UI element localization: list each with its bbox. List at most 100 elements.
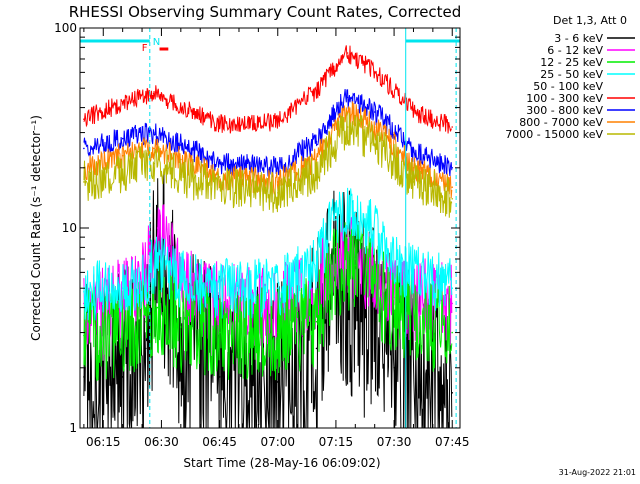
data-point-s3-5 (180, 326, 182, 328)
data-point-s7-11 (451, 167, 454, 169)
data-point-s6-4 (180, 106, 182, 109)
data-point-s6-11 (451, 126, 454, 128)
data-point-s3-12 (451, 331, 454, 334)
series-line-1 (83, 171, 453, 429)
data-point-s6-10 (412, 111, 415, 113)
data-point-s3-1 (83, 334, 85, 337)
data-point-s3-9 (335, 271, 337, 274)
series-line-9 (83, 112, 453, 218)
data-point-s3-7 (277, 331, 279, 334)
data-point-s3-11 (393, 311, 395, 313)
legend-label-7: 300 - 800 keV (526, 104, 603, 117)
data-point-s9-5 (218, 186, 221, 188)
data-point-s1-7 (277, 381, 279, 383)
data-point-s6-3 (152, 92, 155, 95)
data-point-s1-3 (145, 347, 147, 350)
data-point-s9-7 (315, 171, 318, 173)
series-group (83, 45, 454, 429)
data-point-s9-11 (451, 198, 454, 200)
data-point-s4-2 (121, 287, 124, 290)
data-point-s9-8 (346, 126, 349, 128)
data-point-s3-6 (218, 331, 221, 334)
x-tick-label-3: 06:45 (202, 435, 237, 449)
data-point-s8-3 (152, 147, 155, 150)
data-point-s6-8 (346, 52, 349, 54)
legend-label-1: 3 - 6 keV (554, 32, 603, 45)
legend-label-6: 100 - 300 keV (526, 92, 603, 105)
data-point-s4-9 (335, 218, 337, 221)
data-point-s7-10 (412, 151, 415, 153)
data-point-s9-10 (412, 181, 415, 183)
data-point-s4-8 (315, 264, 318, 267)
data-point-s9-2 (121, 171, 124, 173)
data-point-s6-1 (83, 118, 85, 120)
data-point-s4-6 (218, 287, 221, 290)
data-point-s8-7 (315, 158, 318, 161)
data-point-s6-6 (277, 120, 279, 123)
data-point-s7-7 (315, 140, 318, 143)
data-point-s6-2 (121, 102, 124, 105)
data-point-s6-7 (315, 91, 318, 93)
data-point-s4-11 (393, 264, 395, 267)
data-point-s7-5 (218, 162, 221, 165)
x-tick-label-6: 07:30 (377, 435, 412, 449)
data-point-s2-12 (451, 302, 454, 305)
data-point-s8-2 (121, 154, 124, 157)
data-point-s9-4 (180, 176, 182, 178)
legend-label-8: 800 - 7000 keV (519, 116, 603, 129)
legend-title: Det 1,3, Att 0 (553, 14, 627, 27)
data-point-s8-11 (451, 186, 454, 188)
data-point-s8-9 (373, 126, 376, 128)
data-point-s4-3 (145, 279, 147, 281)
series-line-3 (83, 222, 453, 382)
data-point-s1-10 (354, 306, 357, 309)
data-point-s8-10 (412, 167, 415, 169)
y-tick-label-3: 100 (54, 21, 77, 35)
x-tick-label-1: 06:15 (86, 435, 121, 449)
x-tick-label-4: 07:00 (260, 435, 295, 449)
data-point-s7-6 (277, 167, 279, 169)
data-point-s1-2 (121, 376, 124, 378)
data-point-s1-6 (218, 376, 221, 378)
data-point-s3-10 (354, 264, 357, 267)
data-point-s7-1 (83, 147, 85, 150)
x-tick-label-5: 07:15 (319, 435, 354, 449)
data-point-s9-6 (277, 192, 279, 194)
y-tick-label-1: 1 (69, 421, 77, 435)
data-point-s4-4 (156, 258, 159, 260)
data-point-s3-4 (156, 306, 159, 309)
legend-label-9: 7000 - 15000 keV (505, 128, 603, 141)
flare-flag-label: F (142, 43, 148, 54)
data-point-s8-6 (277, 181, 279, 183)
data-point-s7-8 (346, 96, 349, 99)
data-point-s9-1 (83, 181, 85, 183)
legend-label-2: 6 - 12 keV (547, 44, 603, 57)
data-point-s4-5 (180, 279, 182, 281)
data-point-s3-2 (121, 331, 124, 334)
y-axis-label: Corrected Count Rate (s⁻¹ detector⁻¹) (29, 115, 43, 341)
data-point-s4-10 (354, 211, 357, 213)
data-point-s7-9 (373, 111, 376, 113)
series-line-7 (83, 89, 453, 178)
data-point-s4-7 (277, 287, 279, 290)
data-point-s1-12 (451, 392, 454, 394)
x-tick-label-2: 06:30 (144, 435, 179, 449)
timestamp: 31-Aug-2022 21:01 (559, 468, 636, 477)
x-tick-label-7: 07:45 (435, 435, 470, 449)
data-point-s1-1 (83, 376, 85, 378)
legend-label-5: 50 - 100 keV (533, 80, 603, 93)
data-point-s9-9 (373, 144, 376, 146)
data-point-s3-3 (145, 320, 147, 323)
series-line-6 (83, 45, 452, 134)
series-line-4 (83, 187, 453, 321)
data-point-s7-4 (180, 144, 182, 146)
data-point-s3-8 (315, 320, 318, 323)
y-tick-label-2: 10 (62, 221, 77, 235)
data-point-s2-4 (156, 227, 159, 229)
x-axis-label: Start Time (28-May-16 06:09:02) (183, 456, 380, 470)
data-point-s9-3 (152, 162, 155, 165)
legend-label-4: 25 - 50 keV (540, 68, 603, 81)
legend-label-3: 12 - 25 keV (540, 56, 603, 69)
